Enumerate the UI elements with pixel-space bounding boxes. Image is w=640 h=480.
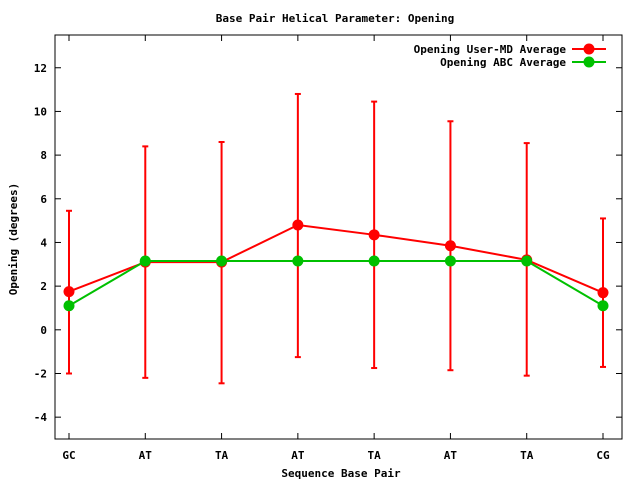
x-tick-label: GC	[62, 449, 75, 462]
y-tick-label: -2	[34, 367, 47, 380]
legend-label-1: Opening User-MD Average	[414, 43, 567, 56]
y-axis: -4 -2 0 2 4 6 8 10 12	[34, 62, 622, 424]
series-2-point	[444, 255, 456, 267]
series-2-point	[63, 300, 75, 312]
x-tick-label: CG	[596, 449, 610, 462]
series-2-point	[139, 255, 151, 267]
y-tick-label: 10	[34, 105, 47, 118]
series-1-point	[292, 219, 304, 231]
y-tick-label: 0	[40, 324, 47, 337]
series-1-point	[597, 287, 609, 299]
legend-marker-2	[583, 56, 595, 68]
plot-frame	[54, 34, 623, 440]
x-tick-label: AT	[291, 449, 305, 462]
legend-marker-1	[583, 43, 595, 55]
x-tick-label: TA	[215, 449, 229, 462]
series-2-point	[292, 255, 304, 267]
x-tick-label: AT	[444, 449, 458, 462]
y-tick-label: -4	[34, 411, 48, 424]
y-axis-label: Opening (degrees)	[7, 183, 20, 296]
y-tick-label: 2	[40, 280, 47, 293]
x-tick-label: AT	[139, 449, 153, 462]
y-tick-label: 6	[40, 193, 47, 206]
series-2-point	[216, 255, 228, 267]
series-2-point	[597, 300, 609, 312]
series-line-1	[68, 223, 604, 294]
series-2-point	[368, 255, 380, 267]
y-tick-label: 4	[40, 236, 47, 249]
y-tick-label: 8	[40, 149, 47, 162]
chart-title: Base Pair Helical Parameter: Opening	[216, 12, 454, 25]
x-axis: GC AT TA AT TA AT TA CG	[62, 35, 610, 462]
x-axis-label: Sequence Base Pair	[281, 467, 401, 480]
series-2-point	[521, 255, 533, 267]
x-tick-label: TA	[520, 449, 534, 462]
series-1-point	[63, 286, 75, 298]
series-1-point	[368, 229, 380, 241]
x-tick-label: TA	[368, 449, 382, 462]
y-tick-label: 12	[34, 62, 47, 75]
series-layer	[63, 92, 609, 385]
series-1-point	[444, 240, 456, 252]
series-line-2	[68, 260, 604, 307]
legend-label-2: Opening ABC Average	[440, 56, 566, 69]
